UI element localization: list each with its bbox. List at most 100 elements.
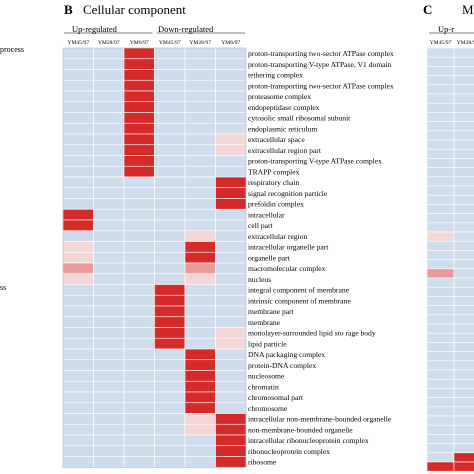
heatmap-cell <box>93 316 125 328</box>
heatmap-cell <box>215 219 247 232</box>
column-label: YM45/97 <box>159 40 181 46</box>
panel-c-heatmap-cell <box>426 296 455 306</box>
heatmap-cell <box>154 165 186 178</box>
panel-c-heatmap-cell <box>453 112 474 122</box>
heatmap-cell <box>184 198 216 210</box>
row-label: protein-DNA complex <box>248 361 316 370</box>
heatmap-cell <box>215 187 247 199</box>
heatmap-cell <box>215 423 247 436</box>
panel-c-heatmap-cell <box>426 388 455 398</box>
heatmap-cell <box>184 79 216 92</box>
heatmap-cell <box>123 187 155 199</box>
heatmap-cell <box>123 47 155 60</box>
panel-c-heatmap-cell <box>453 194 474 205</box>
row-label: endopeptidase complex <box>248 103 320 112</box>
heatmap-cell <box>62 327 94 339</box>
heatmap-cell <box>62 219 94 232</box>
heatmap-cell <box>215 133 247 146</box>
panel-c-heatmap-cell <box>453 351 474 362</box>
heatmap-cell <box>215 413 247 425</box>
panel-c-heatmap-cell <box>453 434 474 444</box>
row-label: membrane <box>248 318 281 327</box>
panel-c-heatmap-cell <box>426 167 455 178</box>
heatmap-cell <box>123 434 155 447</box>
heatmap-cell <box>93 456 125 468</box>
panel-c-heatmap-cell <box>453 360 474 371</box>
heatmap-cell <box>62 262 94 275</box>
panel-c-heatmap-cell <box>426 378 455 389</box>
heatmap-cell <box>93 251 125 264</box>
heatmap-cell <box>154 423 186 436</box>
heatmap-cell <box>184 294 216 307</box>
row-label: membrane part <box>248 307 295 316</box>
heatmap-cell <box>184 241 216 253</box>
heatmap-cell <box>62 305 94 318</box>
heatmap-cell <box>215 58 247 70</box>
panel-b-letter: B <box>64 2 73 17</box>
heatmap-cell <box>93 198 125 210</box>
heatmap-cell <box>62 251 94 264</box>
heatmap-cell <box>123 241 155 253</box>
panel-c-heatmap-cell <box>453 443 474 454</box>
panel-c-heatmap-cell <box>426 121 455 132</box>
row-label: TRAPP complex <box>248 167 300 176</box>
heatmap-cell <box>184 69 216 81</box>
heatmap-cell <box>62 423 94 436</box>
heatmap-cell <box>184 305 216 318</box>
heatmap-cell <box>93 327 125 339</box>
heatmap-cell <box>215 198 247 210</box>
heatmap-cell <box>154 90 186 103</box>
panel-c-heatmap-cell <box>453 93 474 104</box>
heatmap-cell <box>215 208 247 221</box>
heatmap-cell <box>154 413 186 425</box>
heatmap-cell <box>184 445 216 457</box>
row-label: intracellular non-membrane-bounded organ… <box>248 415 392 424</box>
heatmap-cell <box>154 187 186 199</box>
heatmap-cell <box>215 47 247 60</box>
heatmap-cell <box>184 133 216 146</box>
heatmap-cell <box>154 391 186 404</box>
panel-c-heatmap-cell <box>453 323 474 334</box>
panel-c-heatmap-cell <box>453 461 474 472</box>
panel-c-heatmap-cell <box>426 360 455 371</box>
heatmap-cell <box>215 456 247 468</box>
heatmap-cell <box>154 69 186 81</box>
heatmap-cell <box>154 47 186 60</box>
heatmap-cell <box>154 273 186 285</box>
row-label: nucleosome <box>248 372 285 381</box>
heatmap-cell <box>93 359 125 371</box>
heatmap-cell <box>62 294 94 307</box>
heatmap-cell <box>62 370 94 382</box>
heatmap-cell <box>215 230 247 242</box>
heatmap-cell <box>215 241 247 253</box>
heatmap-cell <box>123 101 155 113</box>
heatmap-cell <box>184 112 216 124</box>
heatmap-cell <box>154 262 186 275</box>
heatmap-cell <box>154 198 186 210</box>
heatmap-cell <box>62 69 94 81</box>
heatmap-cell <box>154 101 186 113</box>
heatmap-cell <box>123 90 155 103</box>
panel-c-heatmap-cell <box>453 213 474 224</box>
heatmap-cell <box>215 165 247 178</box>
panel-c-heatmap-cell <box>426 222 455 233</box>
column-label: YM28/97 <box>189 40 211 46</box>
heatmap-cell <box>62 445 94 457</box>
heatmap-cell <box>93 402 125 414</box>
heatmap-cell <box>123 219 155 232</box>
row-label: intracellular <box>248 210 285 219</box>
heatmap-cell <box>154 294 186 307</box>
heatmap-cell <box>215 316 247 328</box>
panel-c-heatmap-cell <box>453 130 474 141</box>
panel-c-heatmap-cell <box>426 231 455 242</box>
panel-c-heatmap-cell <box>426 434 455 444</box>
heatmap-cell <box>154 445 186 457</box>
panel-c-heatmap-cell <box>426 314 455 325</box>
panel-c-heatmap-cell <box>453 415 474 426</box>
panel-c-column-label: YM45/97 <box>430 40 452 46</box>
panel-c-letter: C <box>423 2 433 17</box>
heatmap-cell <box>62 434 94 447</box>
heatmap-cell <box>62 176 94 189</box>
heatmap-cell <box>62 359 94 371</box>
heatmap-cell <box>93 434 125 447</box>
